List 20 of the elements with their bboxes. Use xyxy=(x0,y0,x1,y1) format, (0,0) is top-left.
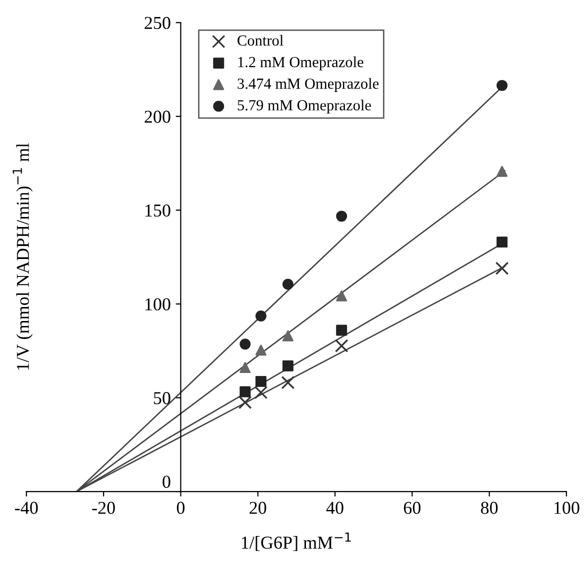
y-tick-label: 250 xyxy=(144,16,170,30)
x-tick-label: 100 xyxy=(554,502,580,514)
x-tick-label: 20 xyxy=(250,502,266,514)
y-tick-label: 100 xyxy=(145,298,170,310)
y-tick-label: 50 xyxy=(154,392,170,404)
x-tick-label: -20 xyxy=(92,502,115,514)
x-tick-label: 0 xyxy=(176,502,185,514)
x-tick-label: 60 xyxy=(404,502,420,514)
legend-label: 3.474 mM Omeprazole xyxy=(238,78,379,92)
legend-label: Control xyxy=(238,34,284,46)
y-tick-label: 150 xyxy=(145,204,170,217)
legend-label: 1.2 mM Omeprazole xyxy=(238,56,364,70)
x-tick-label: -40 xyxy=(15,502,38,514)
y-axis-title: 1/V (mmol NADPH/min)$^{−1}$ ml xyxy=(12,143,33,370)
y-tick-label: 0 xyxy=(162,476,170,488)
x-tick-label: 40 xyxy=(326,502,344,514)
y-tick-label: 200 xyxy=(144,110,170,123)
x-axis-title: 1/[G6P] mM$^{−1}$ xyxy=(242,532,351,551)
x-tick-label: 80 xyxy=(480,502,498,514)
legend-label: 5.79 mM Omeprazole xyxy=(238,100,371,114)
